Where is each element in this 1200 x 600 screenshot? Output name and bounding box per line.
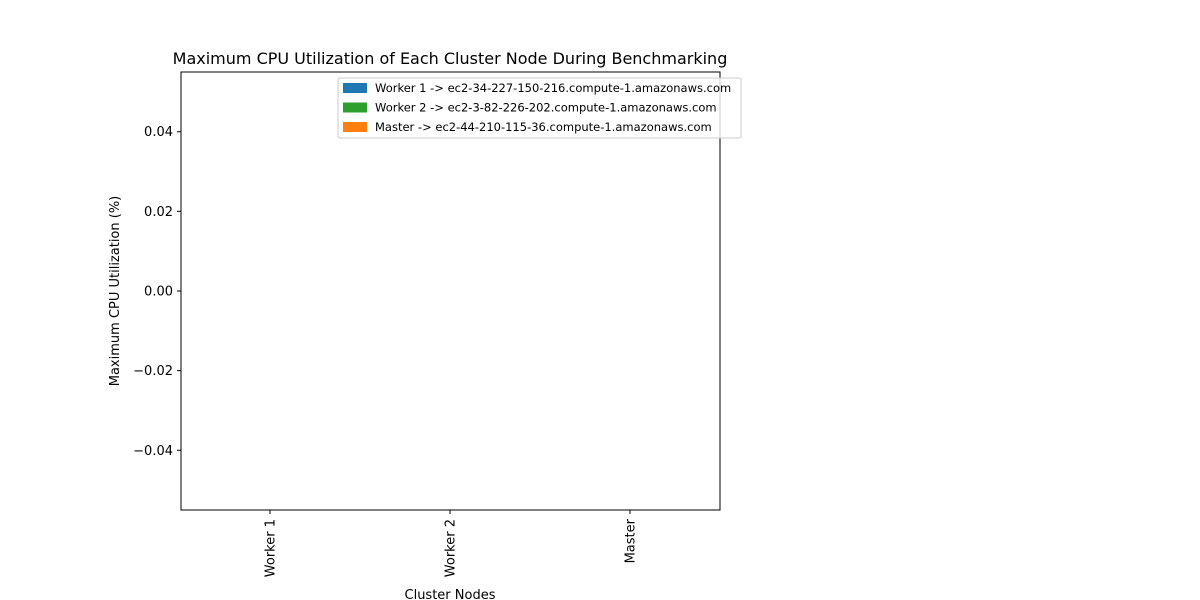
chart-title: Maximum CPU Utilization of Each Cluster … <box>173 49 728 68</box>
legend-label: Worker 2 -> ec2-3-82-226-202.compute-1.a… <box>375 101 717 115</box>
y-tick-label: −0.02 <box>133 364 173 379</box>
x-tick-label: Worker 1 <box>264 519 279 577</box>
legend-swatch <box>343 102 367 113</box>
y-tick-label: −0.04 <box>133 444 173 459</box>
y-axis: −0.04 −0.02 0.00 0.02 0.04 <box>133 125 181 459</box>
legend-swatch <box>343 83 367 93</box>
legend-frame <box>337 77 742 139</box>
y-tick-label: 0.02 <box>144 205 173 220</box>
x-axis-label: Cluster Nodes <box>405 588 496 600</box>
x-axis: Worker 1 Worker 2 Master <box>264 510 639 577</box>
legend: Worker 1 -> ec2-34-227-150-216.compute-1… <box>337 77 742 139</box>
x-tick-label: Worker 2 <box>444 519 459 577</box>
x-tick-label: Master <box>624 518 639 563</box>
y-tick-label: 0.04 <box>144 125 173 140</box>
y-tick-label: 0.00 <box>144 285 173 300</box>
legend-swatch <box>343 122 367 132</box>
y-axis-label: Maximum CPU Utilization (%) <box>108 196 123 387</box>
legend-label: Master -> ec2-44-210-115-36.compute-1.am… <box>375 120 712 134</box>
legend-label: Worker 1 -> ec2-34-227-150-216.compute-1… <box>375 81 731 95</box>
